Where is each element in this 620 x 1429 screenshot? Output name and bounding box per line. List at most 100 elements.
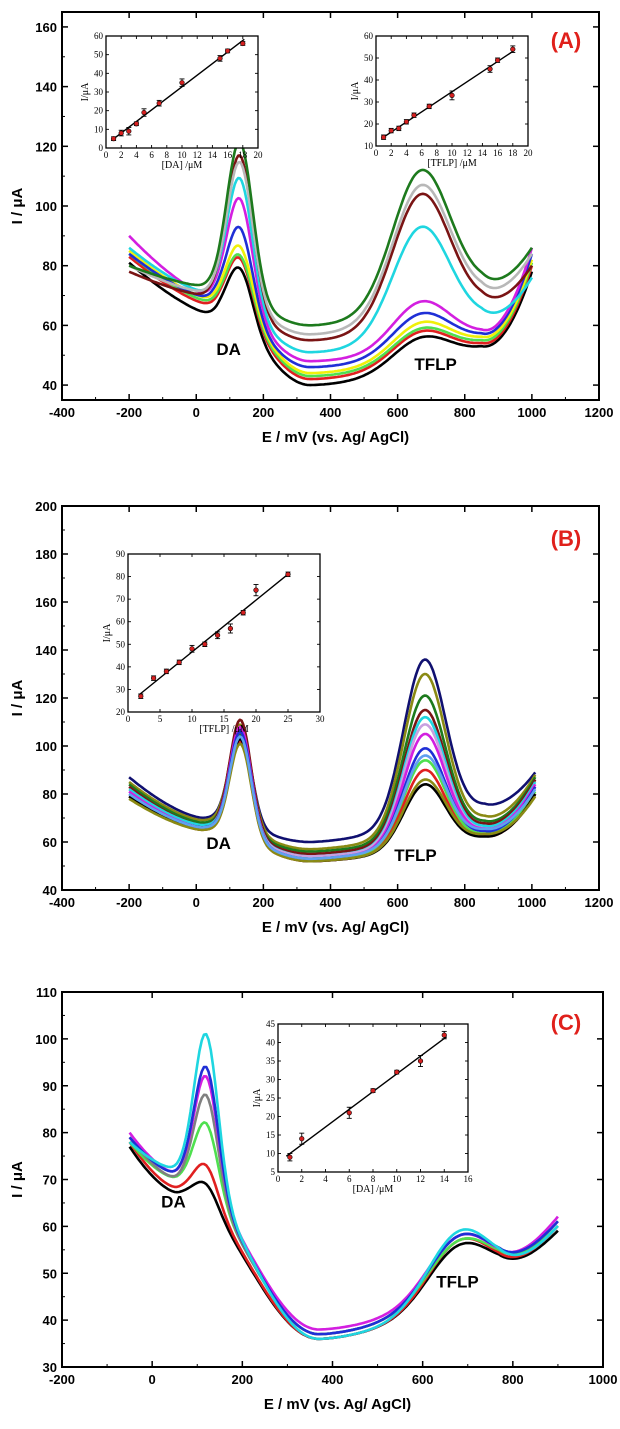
y-tick-label: 180 — [35, 547, 57, 562]
inset-x-tick-label: 5 — [158, 714, 163, 724]
x-tick-label: -200 — [49, 1372, 75, 1387]
x-tick-label: 200 — [253, 895, 275, 910]
inset-data-point — [138, 693, 144, 699]
inset-x-tick-label: 20 — [524, 148, 534, 158]
inset-data-point — [411, 112, 417, 118]
inset-y-tick-label: 90 — [116, 549, 126, 559]
inset-data-point — [510, 46, 516, 52]
inset-x-axis-title: [TFLP] /μM — [427, 158, 477, 169]
peak-label-da: DA — [216, 340, 241, 359]
inset-data-point — [394, 1069, 400, 1075]
inset-x-tick-label: 12 — [193, 150, 202, 160]
inset-x-tick-label: 16 — [493, 148, 503, 158]
voltammogram-curve-2 — [128, 672, 537, 851]
inset-y-tick-label: 20 — [364, 119, 374, 129]
inset-data-point — [417, 1058, 424, 1064]
inset-x-tick-label: 4 — [134, 150, 139, 160]
inset-y-tick-label: 50 — [94, 50, 104, 60]
x-tick-label: 0 — [149, 1372, 156, 1387]
inset-x-tick-label: 0 — [104, 150, 109, 160]
inset-data-point — [189, 646, 195, 652]
y-tick-label: 120 — [35, 139, 57, 154]
inset-calibration-plot: 0 2 4 6 8 10 12 14 16 18 20 10 20 30 40 50 60 [TFLP] /μM I… — [350, 31, 533, 169]
inset-y-tick-label: 50 — [116, 639, 126, 649]
inset-calibration-plot: 0 5 10 15 20 25 30 20 30 40 50 60 70 80 90 [TFLP] /μM I/… — [102, 549, 325, 735]
inset-data-point — [110, 136, 117, 142]
y-tick-label: 70 — [43, 1173, 57, 1188]
inset-y-axis-title: I/μA — [80, 82, 91, 101]
voltammogram-curve-13 — [128, 735, 537, 861]
inset-data-point — [151, 675, 157, 681]
x-tick-label: 1000 — [517, 405, 546, 420]
inset-data-point — [449, 92, 455, 98]
inset-data-point — [240, 610, 246, 616]
voltammogram-curve-3 — [128, 694, 537, 853]
inset-x-tick-label: 0 — [374, 148, 379, 158]
y-tick-label: 140 — [35, 643, 57, 658]
y-tick-label: 40 — [43, 378, 57, 393]
inset-x-tick-label: 10 — [392, 1174, 402, 1184]
inset-y-axis-title: I/μA — [102, 623, 113, 642]
panel-c-chart: -200 0 200 400 600 800 10003040506070809010011… — [9, 985, 617, 1413]
inset-data-point — [346, 1110, 352, 1116]
inset-y-tick-label: 45 — [266, 1019, 276, 1029]
peak-label-tflp: TFLP — [436, 1272, 479, 1291]
inset-data-point — [179, 80, 185, 86]
panel-b-chart: -400 -200 0 200 400 600 800 1000 120040608010012… — [9, 499, 613, 936]
y-tick-label: 100 — [35, 199, 57, 214]
inset-x-tick-label: 16 — [464, 1174, 474, 1184]
voltammogram-curve-1 — [128, 261, 534, 387]
y-tick-label: 160 — [35, 595, 57, 610]
y-tick-label: 40 — [43, 1313, 57, 1328]
peak-label-da: DA — [206, 834, 231, 853]
voltammogram-curve-7 — [128, 1032, 559, 1341]
y-tick-label: 200 — [35, 499, 57, 514]
x-tick-label: -400 — [49, 895, 75, 910]
x-tick-label: 0 — [193, 895, 200, 910]
voltammogram-curve-1 — [128, 658, 537, 844]
y-tick-label: 30 — [43, 1360, 57, 1375]
y-tick-label: 110 — [36, 985, 57, 1000]
x-tick-label: 1200 — [585, 405, 614, 420]
inset-y-tick-label: 30 — [116, 684, 126, 694]
inset-x-tick-label: 20 — [252, 714, 262, 724]
inset-x-tick-label: 18 — [238, 150, 248, 160]
inset-data-point — [217, 55, 223, 62]
inset-data-point — [299, 1136, 305, 1142]
inset-data-point — [441, 1032, 447, 1038]
inset-x-tick-label: 18 — [508, 148, 518, 158]
inset-y-tick-label: 0 — [99, 143, 104, 153]
inset-y-tick-label: 40 — [94, 68, 104, 78]
inset-data-point — [225, 48, 231, 54]
x-tick-label: -400 — [49, 405, 75, 420]
inset-data-point — [227, 625, 233, 632]
x-tick-label: 1200 — [585, 895, 614, 910]
peak-label-tflp: TFLP — [394, 846, 437, 865]
inset-x-tick-label: 6 — [419, 148, 424, 158]
voltammogram-curve-2 — [128, 255, 534, 381]
inset-data-point — [141, 109, 147, 116]
x-tick-label: -200 — [116, 405, 142, 420]
y-tick-label: 90 — [43, 1079, 57, 1094]
y-tick-label: 80 — [43, 259, 57, 274]
inset-data-point — [253, 587, 259, 593]
peak-label-da: DA — [161, 1193, 186, 1212]
panel-label: (A) — [551, 28, 582, 53]
inset-y-axis-title: I/μA — [252, 1088, 263, 1107]
inset-frame — [277, 1023, 469, 1173]
inset-y-tick-label: 60 — [364, 31, 374, 41]
inset-x-tick-label: 8 — [371, 1174, 376, 1184]
y-tick-label: 60 — [43, 318, 57, 333]
inset-y-tick-label: 60 — [116, 617, 126, 627]
inset-y-tick-label: 20 — [116, 707, 126, 717]
inset-frame — [105, 35, 259, 149]
inset-data-point — [118, 130, 124, 136]
inset-data-point — [396, 125, 402, 131]
x-tick-label: 400 — [320, 895, 342, 910]
inset-x-tick-label: 12 — [463, 148, 472, 158]
inset-data-point — [495, 57, 501, 63]
inset-x-tick-label: 10 — [188, 714, 198, 724]
y-tick-label: 140 — [35, 80, 57, 95]
inset-data-point — [176, 659, 182, 665]
inset-data-point — [287, 1154, 293, 1160]
